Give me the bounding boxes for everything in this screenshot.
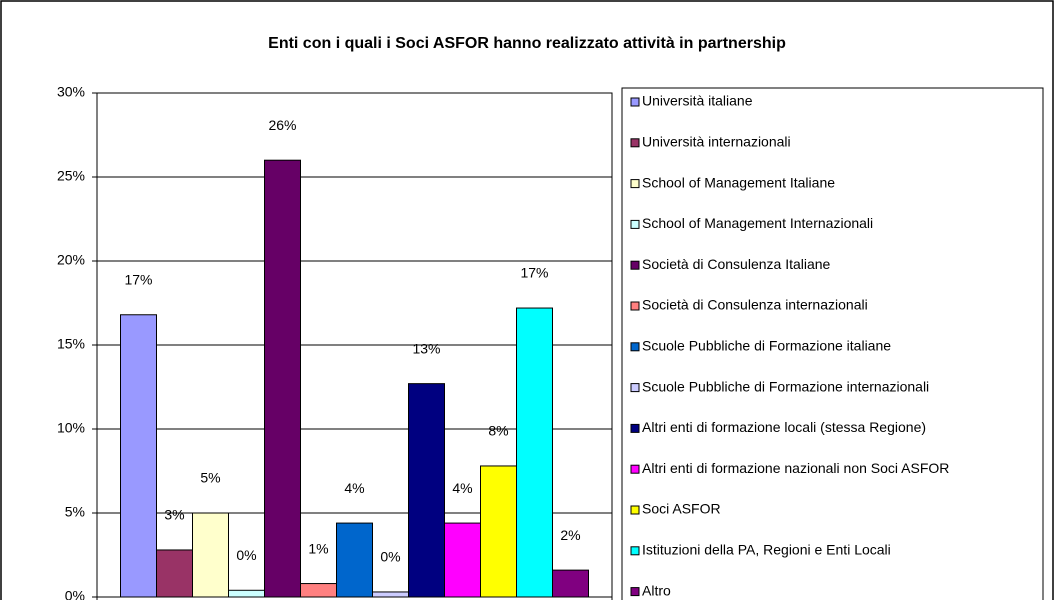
data-label: 1% <box>308 540 328 556</box>
bar <box>480 465 517 598</box>
legend-swatch <box>630 383 640 393</box>
data-label: 17% <box>520 265 548 281</box>
bar <box>408 383 445 598</box>
legend-swatch <box>630 260 640 270</box>
legend-label: Istituzioni della PA, Regioni e Enti Loc… <box>642 542 891 558</box>
legend-label: School of Management Italiane <box>642 174 835 190</box>
legend-label: Altri enti di formazione nazionali non S… <box>642 460 949 476</box>
bar <box>444 522 481 598</box>
legend-swatch <box>630 219 640 229</box>
y-tick-label: 30% <box>57 84 85 100</box>
data-label: 4% <box>452 480 472 496</box>
legend-label: Scuole Pubbliche di Formazione italiane <box>642 338 891 354</box>
legend-label: Altri enti di formazione locali (stessa … <box>642 419 926 435</box>
bar <box>120 314 157 598</box>
legend-swatch <box>630 464 640 474</box>
y-tick-label: 20% <box>57 252 85 268</box>
legend-label: Università italiane <box>642 93 753 109</box>
bar <box>264 159 301 598</box>
legend-label: Società di Consulenza internazionali <box>642 297 868 313</box>
legend-swatch <box>630 546 640 556</box>
legend-swatch <box>630 587 640 597</box>
data-label: 5% <box>200 470 220 486</box>
legend-swatch <box>630 301 640 311</box>
legend-swatch <box>630 138 640 148</box>
bar <box>372 591 409 598</box>
legend-label: Altro <box>642 582 671 598</box>
data-label: 0% <box>236 547 256 563</box>
data-label: 17% <box>124 271 152 287</box>
legend-swatch <box>630 97 640 107</box>
y-tick-label: 25% <box>57 168 85 184</box>
y-tick-label: 5% <box>65 504 85 520</box>
data-label: 8% <box>488 423 508 439</box>
data-label: 4% <box>344 480 364 496</box>
legend-label: Scuole Pubbliche di Formazione internazi… <box>642 378 929 394</box>
bar <box>300 583 337 598</box>
data-label: 0% <box>380 549 400 565</box>
legend-label: Soci ASFOR <box>642 501 721 517</box>
data-label: 3% <box>164 507 184 523</box>
legend-swatch <box>630 423 640 433</box>
legend-label: Società di Consulenza Italiane <box>642 256 831 272</box>
bar <box>192 512 229 598</box>
bar <box>228 589 265 598</box>
bar <box>516 307 553 598</box>
legend-swatch <box>630 505 640 515</box>
legend-box <box>621 87 1044 600</box>
data-label: 13% <box>412 340 440 356</box>
y-tick-label: 0% <box>65 588 85 600</box>
legend-label: Università internazionali <box>642 134 791 150</box>
data-label: 2% <box>560 527 580 543</box>
legend-swatch <box>630 342 640 352</box>
bar <box>552 569 589 598</box>
legend-label: School of Management Internazionali <box>642 215 873 231</box>
data-label: 26% <box>268 117 296 133</box>
chart-title: Enti con i quali i Soci ASFOR hanno real… <box>268 35 786 52</box>
bar <box>336 522 373 598</box>
y-tick-label: 10% <box>57 420 85 436</box>
y-tick-label: 15% <box>57 336 85 352</box>
bar <box>156 549 193 598</box>
legend-swatch <box>630 179 640 189</box>
